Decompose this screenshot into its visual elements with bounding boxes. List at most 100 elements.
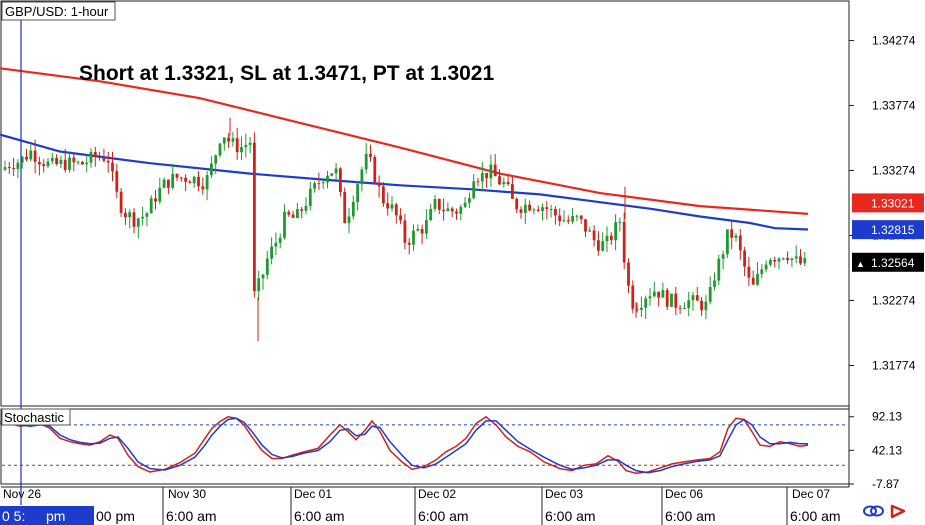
- candle-body: [528, 204, 531, 211]
- date-label: Dec 07: [792, 487, 830, 501]
- candle-body: [683, 308, 686, 310]
- candle-body: [468, 198, 471, 203]
- candle-body: [476, 181, 480, 183]
- candle-body: [136, 218, 140, 227]
- candle-body: [210, 163, 213, 176]
- candle-body: [257, 278, 261, 291]
- candle-body: [382, 186, 385, 204]
- candle-body: [7, 167, 11, 169]
- time-label: 6:00 am: [790, 508, 841, 524]
- candle-body: [227, 137, 230, 142]
- candle-body: [192, 176, 196, 184]
- candle-body: [420, 229, 424, 234]
- candle-body: [584, 219, 587, 232]
- candle-body: [794, 256, 798, 259]
- date-label: Nov 26: [3, 487, 41, 501]
- candle-body: [390, 204, 394, 209]
- price-tick-label: 1.31774: [872, 358, 916, 372]
- candle-body: [330, 173, 334, 176]
- candle-body: [154, 198, 157, 202]
- price-tick-label: 1.33774: [872, 98, 916, 112]
- candle-body: [738, 235, 742, 251]
- candle-body: [575, 215, 579, 217]
- candle-body: [93, 152, 97, 157]
- candle-body: [627, 262, 630, 286]
- candle-body: [730, 229, 734, 238]
- stochastic-blue-line: [0, 417, 808, 474]
- candle-body: [609, 235, 613, 241]
- stochastic-tick-label: -7.87: [872, 477, 900, 491]
- date-label: Dec 06: [665, 487, 703, 501]
- candle-body: [179, 177, 183, 179]
- candle-body: [347, 216, 351, 224]
- arrow-icon[interactable]: [890, 504, 906, 519]
- candle-body: [55, 157, 58, 164]
- candle-body: [386, 203, 390, 209]
- time-label: 6:00 am: [294, 508, 345, 524]
- candle-body: [214, 155, 218, 164]
- candle-body: [351, 201, 355, 217]
- candle-body: [554, 209, 557, 216]
- chart-title: GBP/USD: 1-hour: [5, 4, 109, 19]
- candle-body: [334, 168, 338, 174]
- time-label: 00 pm: [96, 508, 135, 524]
- candle-body: [416, 229, 420, 231]
- moving-average-layer: [0, 67, 809, 231]
- candle-body: [72, 157, 76, 163]
- candle-body: [790, 258, 794, 261]
- candle-body: [579, 215, 583, 220]
- price-label-text: 1.32564: [871, 256, 915, 270]
- candle-body: [622, 221, 626, 263]
- candle-body: [128, 212, 132, 218]
- candle-body: [149, 198, 153, 214]
- main-panel: [0, 0, 850, 407]
- candle-body: [558, 215, 562, 222]
- candle-body: [648, 296, 652, 299]
- candle-body: [437, 199, 441, 210]
- candle-body: [102, 157, 106, 161]
- candle-body: [592, 230, 596, 241]
- price-label-text: 1.32815: [871, 223, 915, 237]
- candle-body: [747, 266, 751, 278]
- candle-body: [33, 150, 37, 162]
- candle-body: [222, 137, 226, 144]
- candle-body: [549, 209, 553, 210]
- candle-body: [261, 274, 265, 279]
- candle-body: [98, 157, 101, 158]
- candle-body: [511, 184, 514, 199]
- stoch-panel: [0, 408, 850, 485]
- candle-body: [399, 215, 402, 221]
- candle-body: [68, 157, 71, 170]
- candle-body: [631, 285, 635, 309]
- trade-annotation: Short at 1.3321, SL at 1.3471, PT at 1.3…: [79, 62, 494, 85]
- candle-body: [106, 160, 110, 163]
- candle-body: [704, 301, 708, 311]
- candle-body: [781, 258, 785, 260]
- candle-body: [463, 202, 467, 207]
- candle-body: [287, 212, 291, 215]
- link-icon[interactable]: [863, 505, 884, 517]
- time-label: 6:00 am: [665, 508, 716, 524]
- candle-body: [201, 186, 205, 190]
- candle-body: [536, 209, 540, 211]
- candle-body: [235, 138, 239, 153]
- candle-body: [635, 308, 639, 310]
- candle-body: [695, 295, 699, 301]
- candle-body: [76, 161, 80, 163]
- candle-body: [446, 208, 450, 211]
- candle-body: [360, 169, 364, 185]
- candle-body: [373, 157, 377, 183]
- candle-body: [248, 142, 252, 145]
- candle-body: [231, 138, 235, 142]
- candle-body: [515, 198, 519, 210]
- candle-body: [124, 212, 127, 218]
- candle-body: [162, 179, 166, 188]
- candle-body: [493, 164, 497, 177]
- candle-body: [786, 258, 789, 261]
- candle-body: [171, 173, 175, 188]
- candle-body: [756, 273, 759, 285]
- candle-body: [412, 230, 415, 245]
- candle-body: [296, 209, 299, 218]
- candle-body: [708, 287, 712, 302]
- candle-body: [498, 176, 501, 185]
